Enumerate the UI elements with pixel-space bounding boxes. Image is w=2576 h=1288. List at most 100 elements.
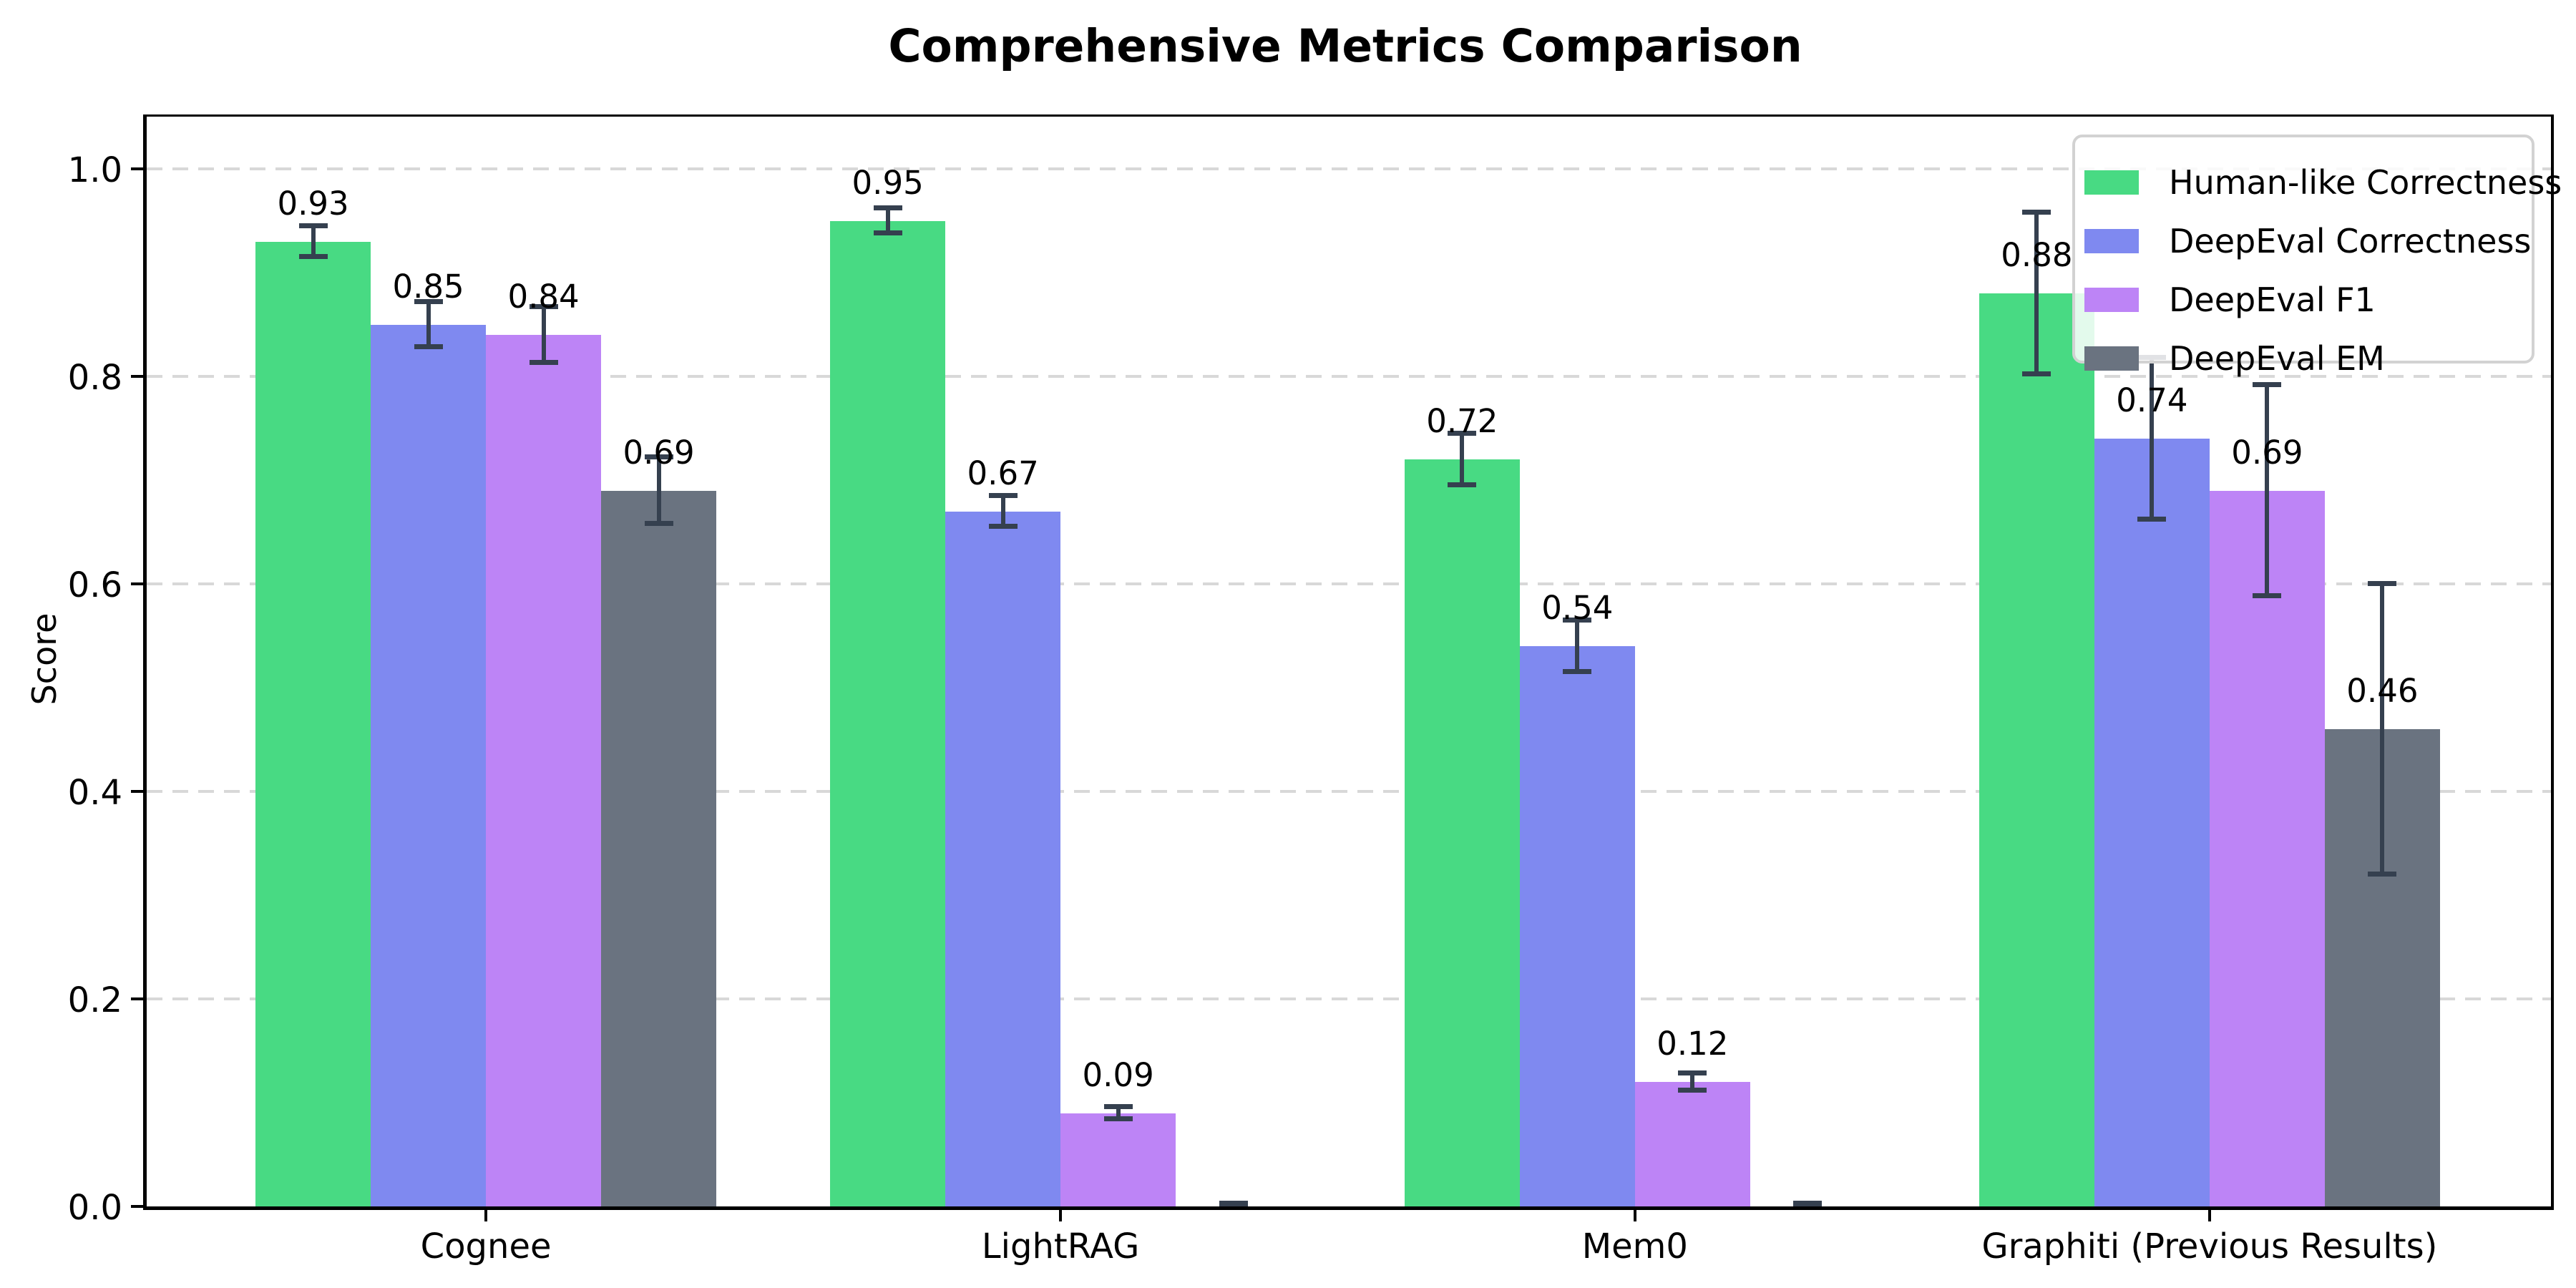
error-bar-cap-bottom — [1563, 669, 1592, 675]
plot-area: Human-like Correctness DeepEval Correctne… — [68, 114, 2562, 1265]
bar-value-label: 0.72 — [1426, 402, 1498, 440]
gridline — [147, 167, 2551, 170]
error-bar-line — [2034, 212, 2039, 375]
bar-value-label: 0.95 — [852, 163, 924, 202]
x-tick-mark — [1633, 1209, 1636, 1221]
error-bar-cap-bottom — [1793, 1201, 1823, 1206]
error-bar-cap-bottom — [2253, 593, 2282, 599]
bar-value-label: 0.54 — [1541, 589, 1614, 627]
error-bar-cap-bottom — [873, 230, 902, 235]
legend-label: Human-like Correctness — [2169, 163, 2562, 202]
bar — [1979, 293, 2094, 1206]
bar-value-label: 0.09 — [1082, 1055, 1154, 1094]
error-bar-line — [541, 306, 546, 364]
error-bar-cap-bottom — [2368, 872, 2397, 877]
error-bar-line — [1690, 1073, 1695, 1091]
gridline — [147, 375, 2551, 378]
error-bar-cap-bottom — [298, 254, 328, 260]
error-bar-line — [1000, 495, 1005, 527]
error-bar-line — [2380, 584, 2385, 874]
legend-label: DeepEval F1 — [2169, 280, 2376, 319]
bar — [1060, 1113, 1176, 1206]
error-bar-cap-bottom — [1448, 482, 1477, 488]
bar — [830, 220, 946, 1206]
error-bar-cap-top — [2022, 209, 2051, 215]
error-bar-cap-bottom — [2137, 517, 2167, 522]
legend-label: DeepEval EM — [2169, 339, 2385, 378]
error-bar-line — [426, 301, 431, 348]
bar-value-label: 0.74 — [2116, 381, 2188, 419]
y-tick-mark — [131, 582, 145, 585]
error-bar-cap-bottom — [644, 520, 673, 526]
error-bar-cap-bottom — [2022, 371, 2051, 377]
error-bar-cap-top — [1103, 1103, 1133, 1109]
legend-item: DeepEval F1 — [2075, 270, 2532, 329]
bar-value-label: 0.84 — [507, 278, 580, 316]
error-bar-cap-top — [1678, 1070, 1707, 1076]
error-bar-line — [2265, 384, 2270, 597]
y-tick-mark — [131, 997, 145, 1000]
error-bar-cap-top — [1563, 617, 1592, 623]
legend-label: DeepEval Correctness — [2169, 222, 2532, 260]
error-bar-cap-top — [414, 298, 443, 304]
error-bar-cap-top — [988, 492, 1018, 498]
error-bar-cap-bottom — [414, 344, 443, 350]
legend-swatch — [2084, 288, 2139, 312]
x-tick-mark — [1059, 1209, 1063, 1221]
bar — [1634, 1082, 1750, 1206]
legend-swatch — [2084, 170, 2139, 195]
y-tick-mark — [131, 167, 145, 170]
x-tick-label: Cognee — [420, 1226, 552, 1267]
error-bar-line — [1460, 433, 1465, 486]
error-bar-cap-top — [2253, 381, 2282, 387]
bar — [486, 335, 602, 1206]
error-bar-cap-top — [873, 205, 902, 211]
legend-swatch — [2084, 346, 2139, 371]
bar — [371, 324, 487, 1206]
y-tick-mark — [131, 375, 145, 378]
gridline — [147, 582, 2551, 585]
bar-value-label: 0.69 — [2231, 433, 2303, 472]
bar-value-label: 0.46 — [2346, 672, 2419, 710]
legend: Human-like Correctness DeepEval Correctne… — [2072, 135, 2562, 375]
error-bar-cap-bottom — [529, 360, 558, 366]
bar — [2094, 439, 2210, 1206]
error-bar-cap-bottom — [1103, 1116, 1133, 1122]
error-bar-cap-bottom — [1219, 1201, 1248, 1206]
gridline — [147, 790, 2551, 793]
x-tick-label: Graphiti (Previous Results) — [1981, 1226, 2438, 1267]
chart-title: Comprehensive Metrics Comparison — [888, 20, 1802, 72]
y-axis-label: Score — [25, 613, 64, 706]
legend-item: DeepEval EM — [2075, 329, 2532, 388]
bar — [2209, 490, 2325, 1206]
error-bar-line — [2150, 357, 2155, 520]
bar — [601, 490, 717, 1206]
gridline — [147, 997, 2551, 1000]
y-tick-label: 0.6 — [67, 565, 122, 605]
bar-value-label: 0.67 — [967, 454, 1039, 492]
y-tick-label: 0.2 — [67, 980, 122, 1020]
x-tick-label: Mem0 — [1581, 1226, 1688, 1267]
bar — [1404, 459, 1520, 1206]
x-tick-label: LightRAG — [981, 1226, 1140, 1267]
error-bar-cap-bottom — [1678, 1087, 1707, 1093]
error-bar-cap-top — [2368, 581, 2397, 586]
x-tick-mark — [2207, 1209, 2211, 1221]
error-bar-cap-top — [1448, 430, 1477, 436]
bar — [255, 241, 371, 1206]
error-bar-cap-bottom — [988, 524, 1018, 530]
bar-value-label: 0.93 — [277, 184, 349, 223]
y-tick-label: 0.8 — [67, 358, 122, 398]
error-bar-cap-top — [298, 223, 328, 228]
error-bar-line — [656, 457, 661, 524]
error-bar-cap-top — [529, 303, 558, 309]
bar — [945, 511, 1061, 1206]
y-tick-mark — [131, 790, 145, 793]
y-tick-label: 0.0 — [67, 1188, 122, 1228]
legend-swatch — [2084, 229, 2139, 253]
error-bar-cap-top — [644, 454, 673, 460]
error-bar-line — [1116, 1106, 1121, 1120]
bar-value-label: 0.12 — [1657, 1025, 1729, 1063]
y-tick-mark — [131, 1205, 145, 1208]
